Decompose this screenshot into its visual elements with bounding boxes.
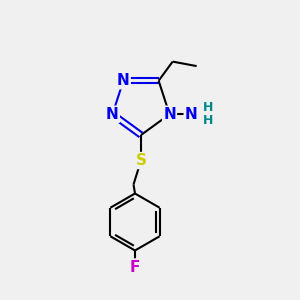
Text: H: H [202, 114, 213, 128]
Text: N: N [185, 107, 197, 122]
Text: N: N [163, 107, 176, 122]
Text: N: N [117, 73, 130, 88]
Text: H: H [202, 101, 213, 114]
Text: N: N [106, 107, 119, 122]
Text: S: S [136, 153, 146, 168]
Text: F: F [130, 260, 140, 274]
